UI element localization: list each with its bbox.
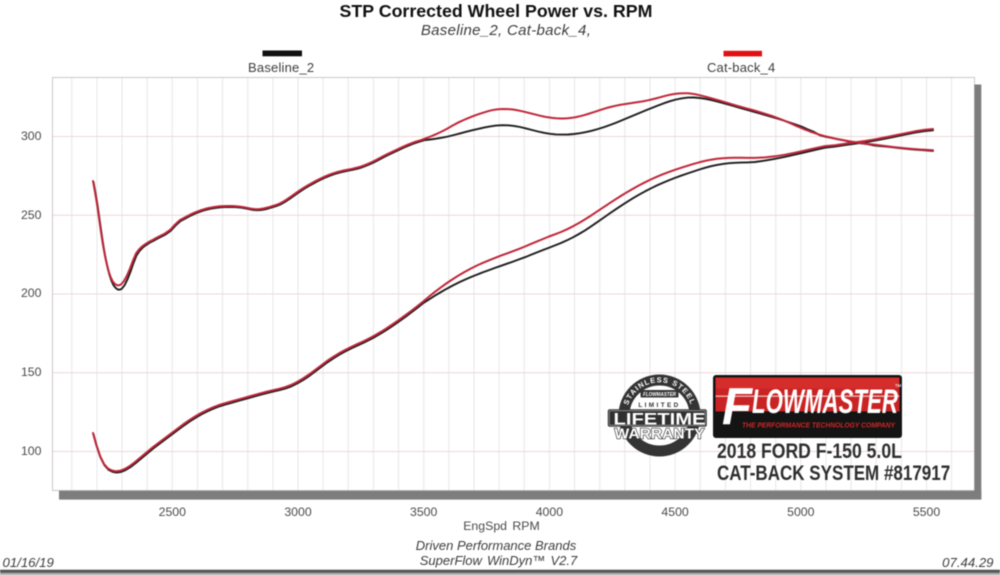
svg-text:FLOWMASTER: FLOWMASTER — [643, 392, 676, 398]
svg-text:THE PERFORMANCE TECHNOLOGY COM: THE PERFORMANCE TECHNOLOGY COMPANY — [742, 423, 896, 430]
svg-text:WARRANTY: WARRANTY — [615, 426, 705, 442]
svg-text:LIMITED: LIMITED — [638, 402, 680, 409]
svg-text:LOWMASTER: LOWMASTER — [752, 383, 898, 421]
svg-text:™: ™ — [895, 384, 902, 391]
svg-text:LIFETIME: LIFETIME — [614, 410, 706, 428]
svg-text:F: F — [722, 378, 753, 436]
